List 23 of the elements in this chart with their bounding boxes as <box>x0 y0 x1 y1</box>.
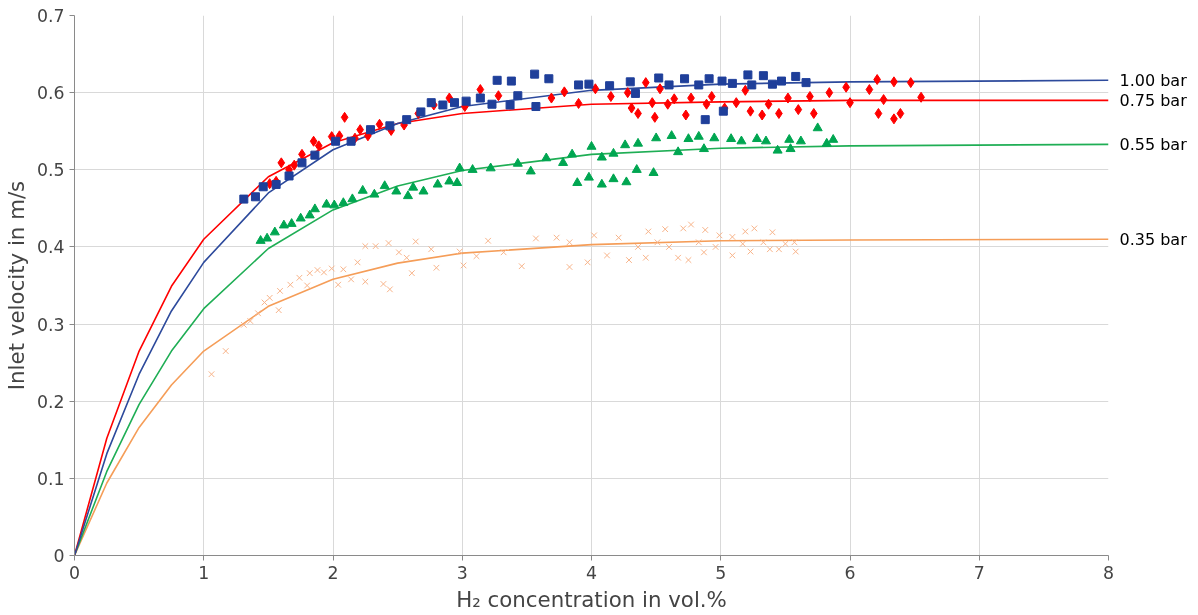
series-label: 0.55 bar <box>1119 134 1188 154</box>
y-tick-label: 0.4 <box>36 237 65 258</box>
y-tick-label: 0.2 <box>36 391 65 412</box>
y-tick-label: 0.7 <box>36 6 65 26</box>
x-axis-title: H₂ concentration in vol.% <box>456 586 727 612</box>
series-label: 1.00 bar <box>1119 70 1188 90</box>
x-tick-label: 4 <box>585 562 598 583</box>
y-tick-label: 0.3 <box>36 314 65 335</box>
x-tick-label: 8 <box>1102 562 1115 583</box>
x-tick-label: 1 <box>198 562 210 583</box>
x-tick-label: 3 <box>456 562 468 583</box>
x-tick-label: 0 <box>68 562 81 583</box>
y-tick-label: 0.1 <box>36 468 65 489</box>
x-tick-label: 7 <box>973 562 985 583</box>
y-axis-title: Inlet velocity in m/s <box>3 180 29 391</box>
x-tick-label: 5 <box>715 562 727 583</box>
y-tick-label: 0.5 <box>36 160 65 181</box>
y-tick-label: 0 <box>53 546 65 566</box>
x-tick-label: 6 <box>844 562 856 583</box>
y-tick-label: 0.6 <box>36 83 65 104</box>
x-tick-label: 2 <box>327 562 339 583</box>
series-label: 0.35 bar <box>1119 229 1188 249</box>
series-label: 0.75 bar <box>1119 90 1188 110</box>
